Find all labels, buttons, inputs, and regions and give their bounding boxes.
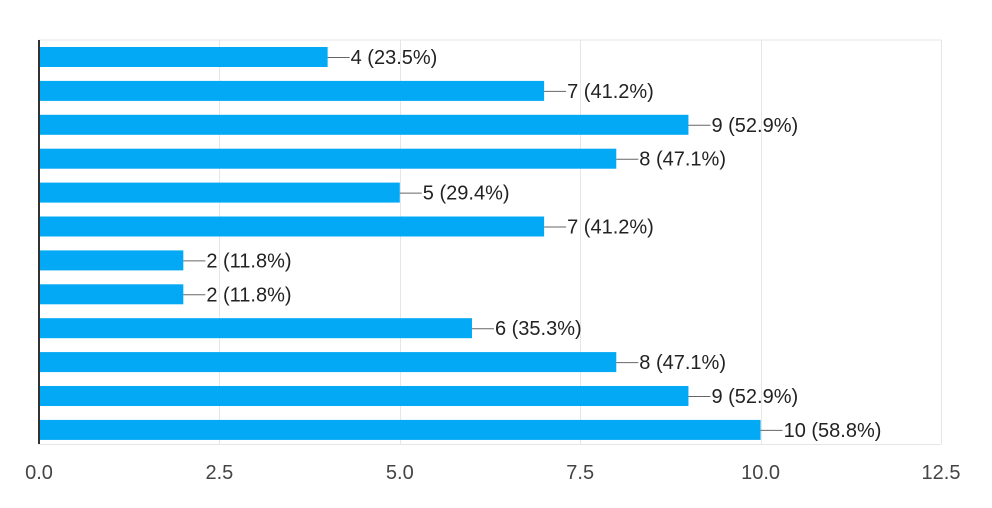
- bar: [39, 148, 617, 169]
- bar: [39, 182, 400, 203]
- grid-layer: [39, 39, 942, 444]
- data-label-layer: 4 (23.5%) 7 (41.2%) 9 (52.9%) 8 (47.1%) 5 (2…: [183, 47, 881, 442]
- data-label: 2 (11.8%): [206, 284, 291, 306]
- data-label: 9 (52.9%): [711, 386, 798, 408]
- x-tick-label: 12.5: [922, 462, 961, 484]
- bar: [39, 47, 328, 67]
- bar: [39, 216, 545, 237]
- bar: [39, 386, 689, 406]
- bar: [39, 114, 689, 135]
- data-label: 7 (41.2%): [567, 217, 654, 239]
- bar: [39, 419, 761, 440]
- data-label: 4 (23.5%): [351, 47, 438, 69]
- x-tick-label: 2.5: [205, 462, 233, 484]
- bar: [39, 318, 472, 339]
- x-tick-label: 7.5: [566, 462, 594, 484]
- axis-layer: 0.0 2.5 5.0 7.5 10.0 12.5: [25, 40, 960, 484]
- data-label: 8 (47.1%): [639, 149, 726, 171]
- data-label: 5 (29.4%): [423, 183, 510, 205]
- x-tick-label: 0.0: [25, 462, 53, 484]
- bar: [39, 250, 184, 271]
- bar-layer: [39, 47, 761, 440]
- x-tick-label: 5.0: [386, 462, 414, 484]
- x-tick-label: 10.0: [741, 462, 780, 484]
- bar: [39, 284, 184, 305]
- data-label: 7 (41.2%): [567, 81, 654, 103]
- bar: [39, 80, 545, 101]
- data-label: 9 (52.9%): [711, 115, 798, 137]
- data-label: 6 (35.3%): [495, 318, 582, 340]
- data-label: 10 (58.8%): [784, 420, 882, 442]
- data-label: 2 (11.8%): [206, 250, 291, 272]
- data-label: 8 (47.1%): [639, 352, 726, 374]
- bar: [39, 352, 617, 373]
